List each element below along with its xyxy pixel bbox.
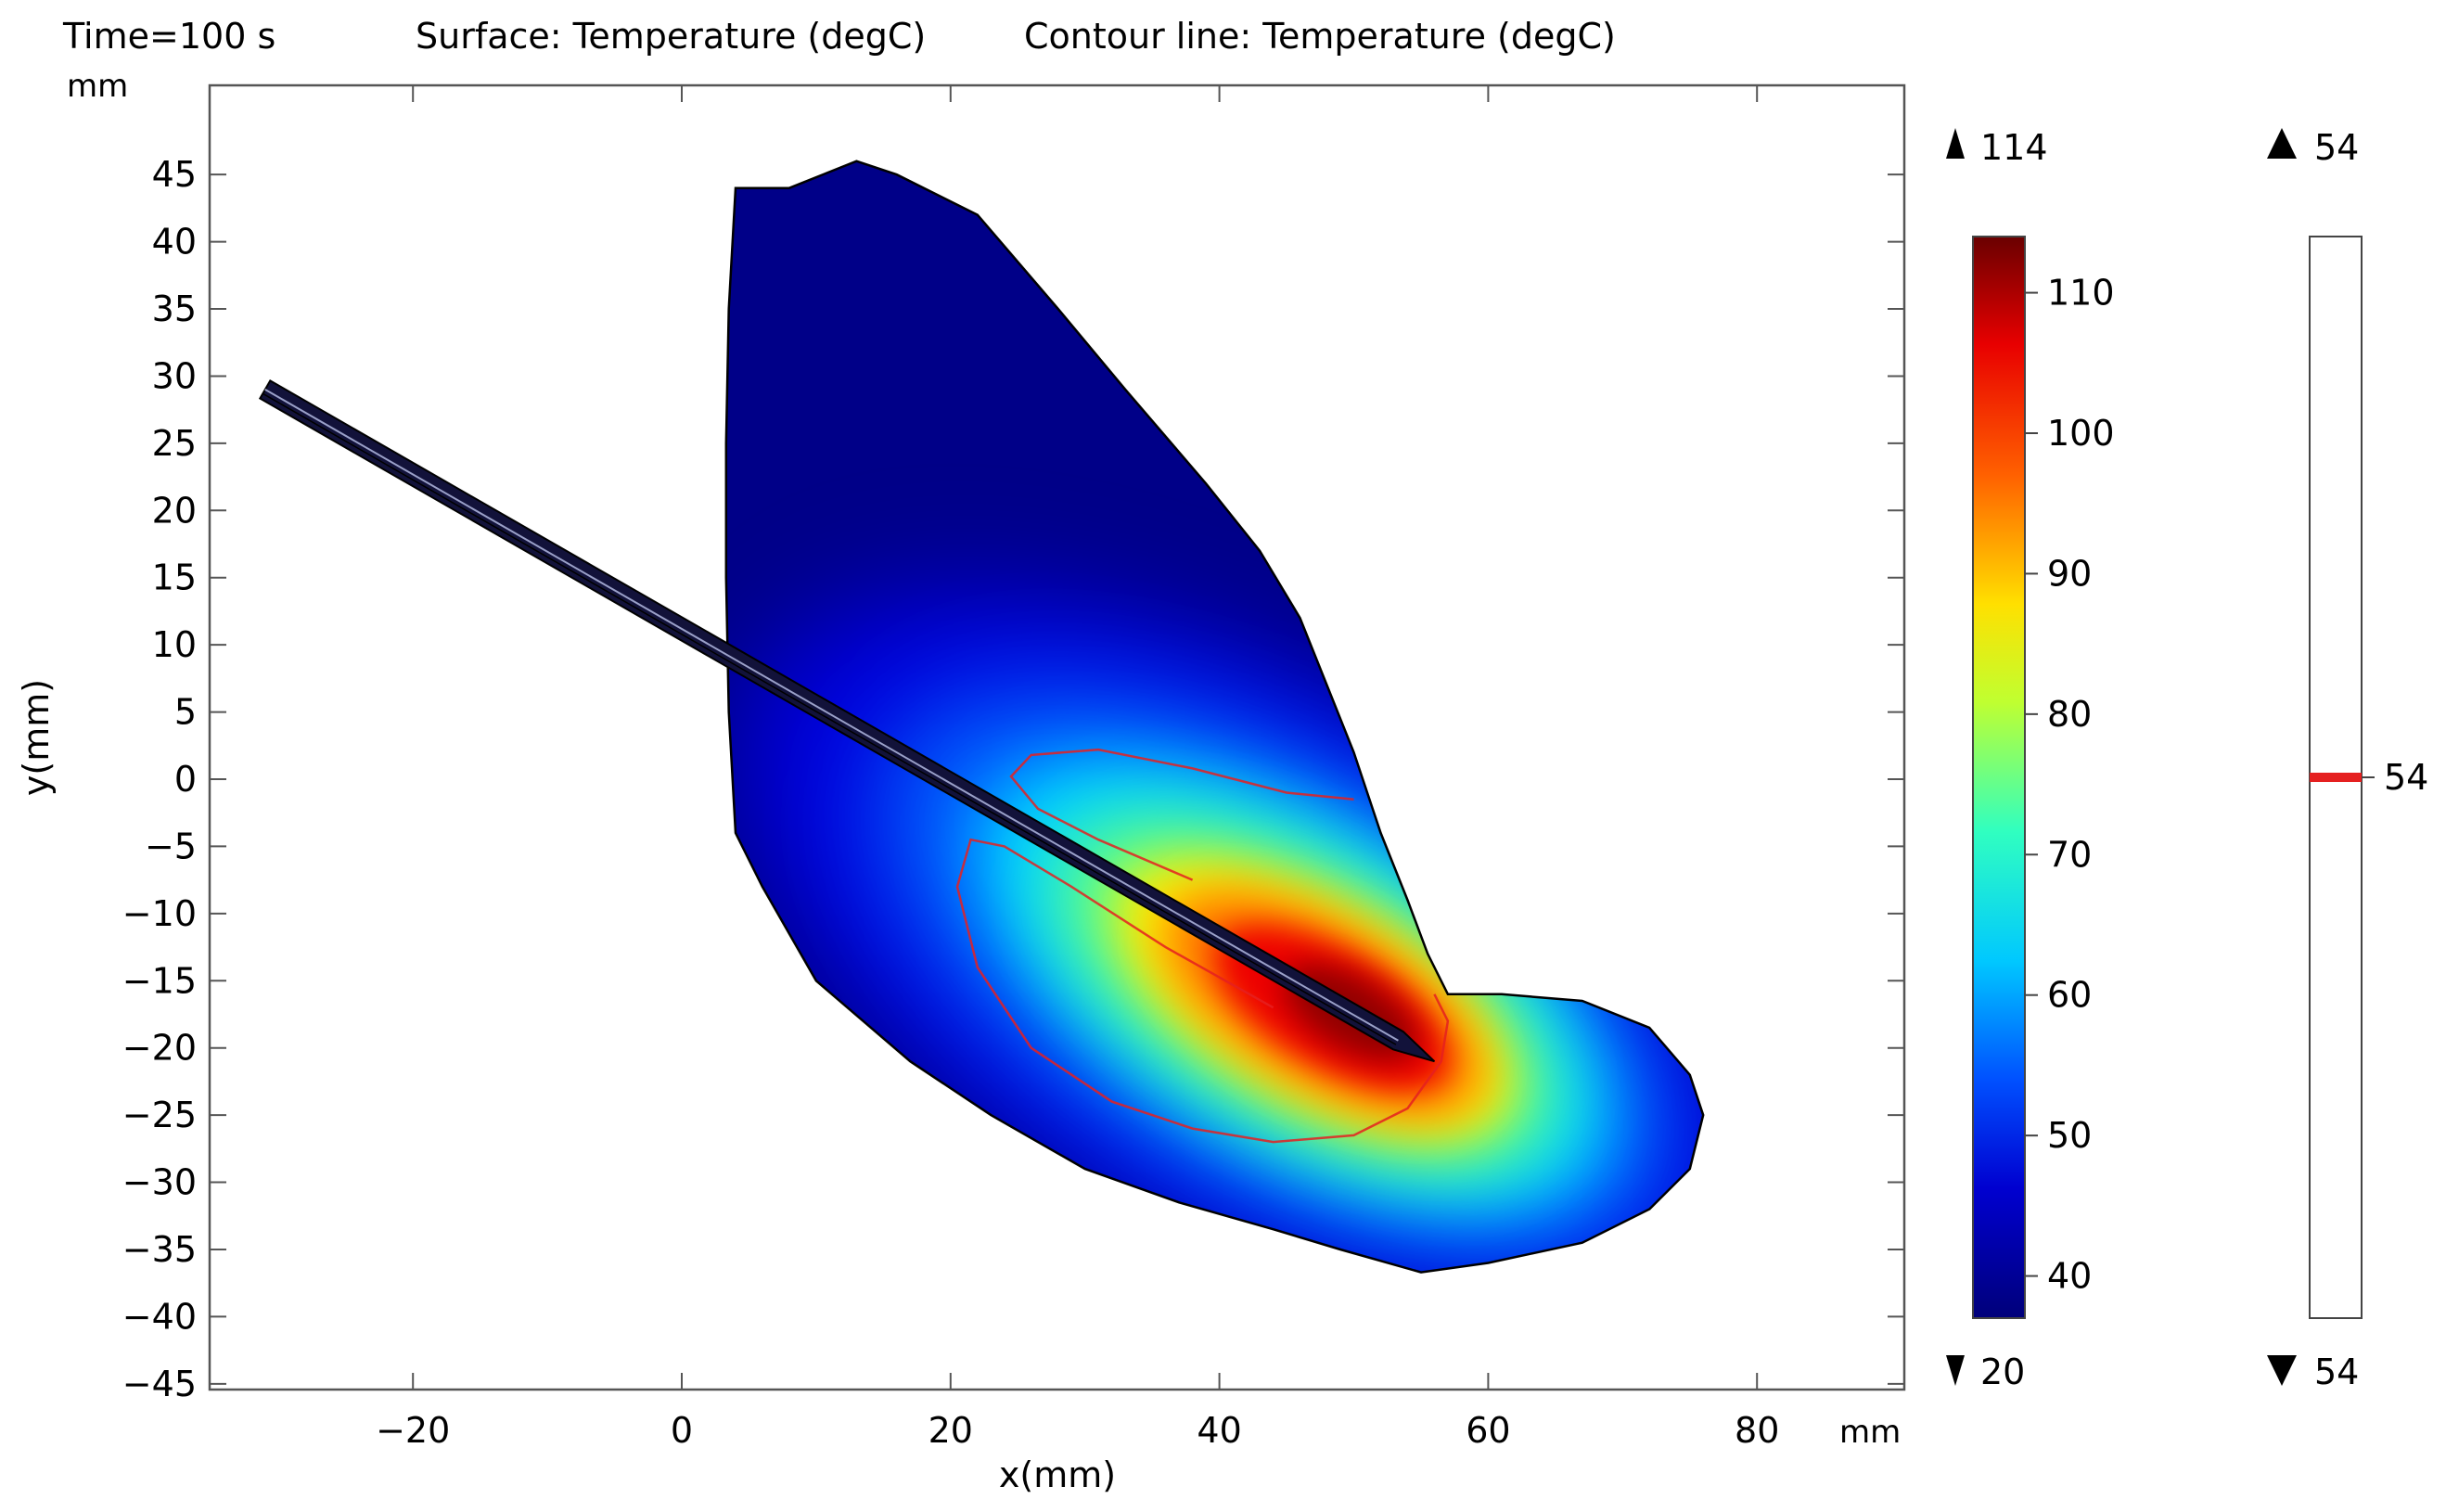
- x-unit-label: mm: [1839, 1414, 1901, 1451]
- plot-area: −20 0 20 40 60 80 45 40 35 30 25 20 15 10 5 0 −5 −10 −15 −…: [122, 83, 1906, 1451]
- y-tick-label: −20: [122, 1028, 197, 1069]
- y-tick-label: −30: [122, 1162, 197, 1203]
- y-axis-label: y(mm): [16, 679, 57, 796]
- y-tick-label: 5: [174, 692, 197, 733]
- colorbar-tick-label: 60: [2047, 975, 2092, 1016]
- y-tick-label: 25: [152, 423, 197, 464]
- probe-edge-line: [262, 392, 1397, 1045]
- y-tick-label: 35: [152, 288, 197, 329]
- y-tick-label: −40: [122, 1296, 197, 1337]
- x-tick-label: 60: [1466, 1410, 1510, 1451]
- y-axis-ticks: 45 40 35 30 25 20 15 10 5 0 −5 −10 −15 −20 −25 −30 −35 −4…: [122, 154, 1904, 1404]
- probe-needle: [258, 379, 1436, 1063]
- contour-legend-bar: 54 54 54: [2267, 127, 2428, 1392]
- x-tick-label: 20: [928, 1410, 973, 1451]
- y-unit-label: mm: [67, 68, 128, 105]
- y-tick-label: 40: [152, 222, 197, 263]
- y-tick-label: −25: [122, 1095, 197, 1135]
- y-tick-label: 20: [152, 490, 197, 531]
- min-triangle-icon: [1946, 1355, 1965, 1386]
- colorbar-tick-label: 70: [2047, 834, 2092, 875]
- surface-colorbar: 114 110 100 90 80 70 60 50 40 20: [1946, 127, 2115, 1392]
- domain-boundary: [724, 160, 1705, 1274]
- contour-line-54-upper: [1009, 748, 1354, 881]
- colorbar-gradient: [1972, 236, 2026, 1319]
- contour-level-marker: [2310, 773, 2362, 782]
- colorbar-tick-label: 40: [2047, 1256, 2092, 1297]
- surface-title: Surface: Temperature (degC): [416, 16, 926, 57]
- colorbar-tick-label: 110: [2047, 273, 2115, 314]
- contour-max-label: 54: [2314, 127, 2359, 168]
- x-tick-label: −20: [376, 1410, 450, 1451]
- y-tick-label: 30: [152, 355, 197, 396]
- colorbar-tick-label: 80: [2047, 694, 2092, 735]
- x-axis-label: x(mm): [999, 1454, 1116, 1495]
- y-tick-label: 0: [174, 759, 197, 800]
- contour-max-triangle-icon: [2267, 128, 2297, 159]
- x-tick-label: 40: [1197, 1410, 1241, 1451]
- x-axis-ticks: −20 0 20 40 60 80: [376, 85, 1779, 1451]
- colorbar-tick-label: 100: [2047, 413, 2115, 454]
- colorbar-tick-label: 50: [2047, 1115, 2092, 1156]
- x-tick-label: 80: [1735, 1410, 1779, 1451]
- colorbar-max-label: 114: [1980, 127, 2048, 168]
- probe-body: [258, 379, 1436, 1063]
- y-tick-label: −5: [145, 826, 197, 866]
- y-tick-label: 45: [152, 154, 197, 195]
- colorbar-ticks: 110 100 90 80 70 60 50 40: [2025, 273, 2115, 1297]
- contour-level-label: 54: [2384, 757, 2428, 798]
- max-triangle-icon: [1946, 128, 1965, 159]
- y-tick-label: −35: [122, 1229, 197, 1270]
- contour-title: Contour line: Temperature (degC): [1024, 16, 1616, 57]
- contour-line-54-lower: [955, 838, 1450, 1144]
- contour-min-label: 54: [2314, 1352, 2359, 1392]
- y-tick-label: −15: [122, 960, 197, 1001]
- probe-core-line: [264, 389, 1399, 1042]
- y-tick-label: 10: [152, 624, 197, 665]
- colorbar-tick-label: 90: [2047, 553, 2092, 594]
- contour-min-triangle-icon: [2267, 1355, 2297, 1386]
- y-tick-label: −10: [122, 893, 197, 934]
- y-tick-label: −45: [122, 1364, 197, 1404]
- x-tick-label: 0: [671, 1410, 693, 1451]
- colorbar-min-label: 20: [1980, 1352, 2025, 1392]
- y-tick-label: 15: [152, 557, 197, 598]
- time-label: Time=100 s: [62, 16, 275, 57]
